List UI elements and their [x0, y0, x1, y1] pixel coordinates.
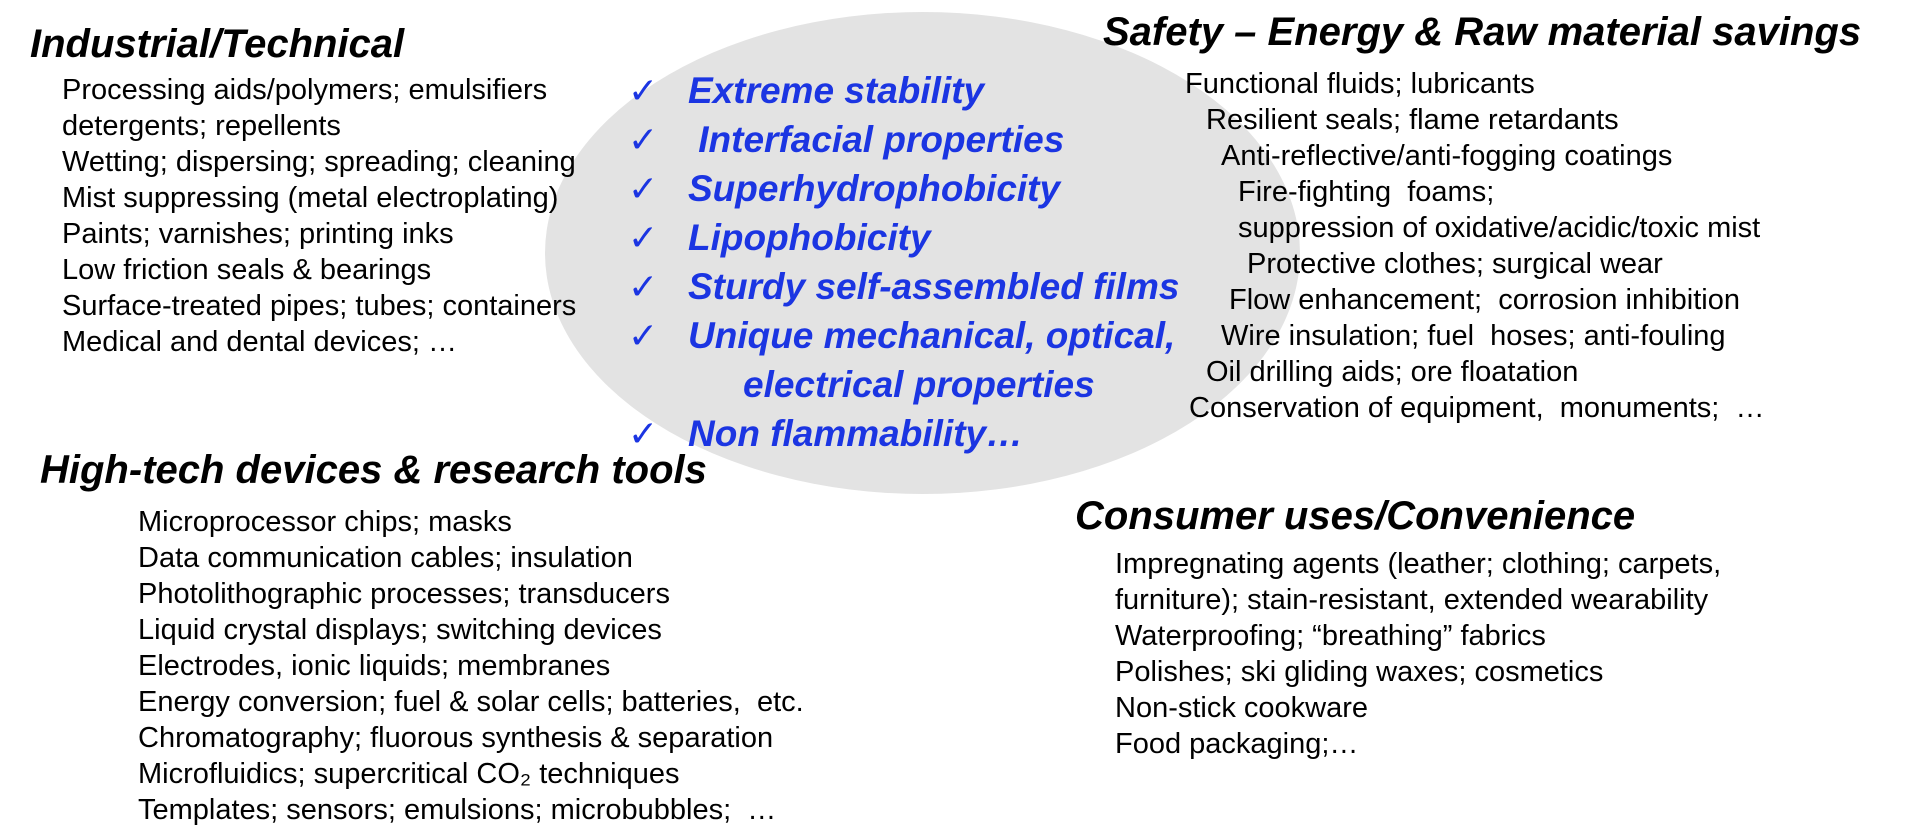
property-label: Sturdy self-assembled films — [688, 266, 1180, 307]
safety-item: Anti-reflective/anti-fogging coatings — [1221, 140, 1673, 172]
property-item: ✓ Interfacial properties — [628, 115, 1179, 164]
property-label: Non flammability… — [688, 413, 1024, 454]
properties-ellipse — [545, 12, 1300, 494]
industrial-title: Industrial/Technical — [30, 22, 405, 66]
hightech-title: High-tech devices & research tools — [40, 448, 707, 492]
property-label: Extreme stability — [688, 70, 985, 111]
safety-item: Functional fluids; lubricants — [1185, 68, 1535, 100]
industrial-item: Wetting; dispersing; spreading; cleaning — [62, 146, 576, 178]
hightech-item: Microprocessor chips; masks — [138, 506, 512, 538]
property-label: Unique mechanical, optical, — [688, 315, 1176, 356]
safety-list: Functional fluids; lubricants Resilient s… — [1185, 66, 1764, 426]
consumer-item: Waterproofing; “breathing” fabrics — [1115, 620, 1546, 652]
safety-item: Fire-fighting foams; — [1238, 176, 1495, 208]
consumer-title: Consumer uses/Convenience — [1075, 494, 1636, 538]
property-item: ✓ Superhydrophobicity — [628, 164, 1179, 213]
consumer-item: Polishes; ski gliding waxes; cosmetics — [1115, 656, 1604, 688]
hightech-item: Electrodes, ionic liquids; membranes — [138, 650, 611, 682]
checkmark-icon: ✓ — [628, 266, 659, 307]
property-item: electrical properties — [628, 360, 1179, 409]
consumer-item: Impregnating agents (leather; clothing; … — [1115, 548, 1722, 580]
safety-item: Oil drilling aids; ore floatation — [1206, 356, 1579, 388]
properties-checklist: ✓ Extreme stability ✓ Interfacial properti… — [628, 66, 1179, 458]
property-label: Superhydrophobicity — [688, 168, 1061, 209]
checkmark-icon: ✓ — [628, 119, 659, 160]
property-item: ✓ Extreme stability — [628, 66, 1179, 115]
safety-title: Safety – Energy & Raw material savings — [1103, 10, 1862, 54]
safety-item: Flow enhancement; corrosion inhibition — [1229, 284, 1740, 316]
property-item: ✓ Non flammability… — [628, 409, 1179, 458]
property-label: Interfacial properties — [688, 119, 1065, 160]
checkmark-icon: ✓ — [628, 168, 659, 209]
safety-item: Protective clothes; surgical wear — [1247, 248, 1663, 280]
hightech-item: Data communication cables; insulation — [138, 542, 633, 574]
safety-item: Wire insulation; fuel hoses; anti-foulin… — [1221, 320, 1726, 352]
hightech-item: Chromatography; fluorous synthesis & sep… — [138, 722, 774, 754]
consumer-item: furniture); stain-resistant, extended we… — [1115, 584, 1709, 616]
industrial-item: Paints; varnishes; printing inks — [62, 218, 454, 250]
safety-item: suppression of oxidative/acidic/toxic mi… — [1238, 212, 1761, 244]
industrial-list: Processing aids/polymers; emulsifiers det… — [62, 72, 576, 360]
property-label: electrical properties — [743, 364, 1095, 405]
hightech-list: Microprocessor chips; masks Data communic… — [138, 504, 804, 828]
hightech-item: Photolithographic processes; transducers — [138, 578, 670, 610]
industrial-item: detergents; repellents — [62, 110, 341, 142]
safety-item: Resilient seals; flame retardants — [1206, 104, 1619, 136]
industrial-item: Surface-treated pipes; tubes; containers — [62, 290, 577, 322]
industrial-item: Processing aids/polymers; emulsifiers — [62, 74, 548, 106]
industrial-item: Low friction seals & bearings — [62, 254, 432, 286]
industrial-item: Medical and dental devices; … — [62, 326, 457, 358]
consumer-item: Non-stick cookware — [1115, 692, 1369, 724]
industrial-item: Mist suppressing (metal electroplating) — [62, 182, 559, 214]
consumer-item: Food packaging;… — [1115, 728, 1359, 760]
checkmark-icon: ✓ — [628, 413, 659, 454]
checkmark-icon: ✓ — [628, 217, 659, 258]
hightech-item: Liquid crystal displays; switching devic… — [138, 614, 662, 646]
property-item: ✓ Unique mechanical, optical, — [628, 311, 1179, 360]
property-item: ✓ Lipophobicity — [628, 213, 1179, 262]
checkmark-icon: ✓ — [628, 70, 659, 111]
checkmark-icon: ✓ — [628, 315, 659, 356]
hightech-item: Energy conversion; fuel & solar cells; b… — [138, 686, 804, 718]
property-item: ✓ Sturdy self-assembled films — [628, 262, 1179, 311]
consumer-list: Impregnating agents (leather; clothing; … — [1115, 546, 1721, 762]
property-label: Lipophobicity — [688, 217, 931, 258]
hightech-item: Templates; sensors; emulsions; microbubb… — [138, 794, 777, 826]
hightech-item: Microfluidics; supercritical CO₂ techniq… — [138, 758, 680, 790]
safety-item: Conservation of equipment, monuments; … — [1189, 392, 1765, 424]
